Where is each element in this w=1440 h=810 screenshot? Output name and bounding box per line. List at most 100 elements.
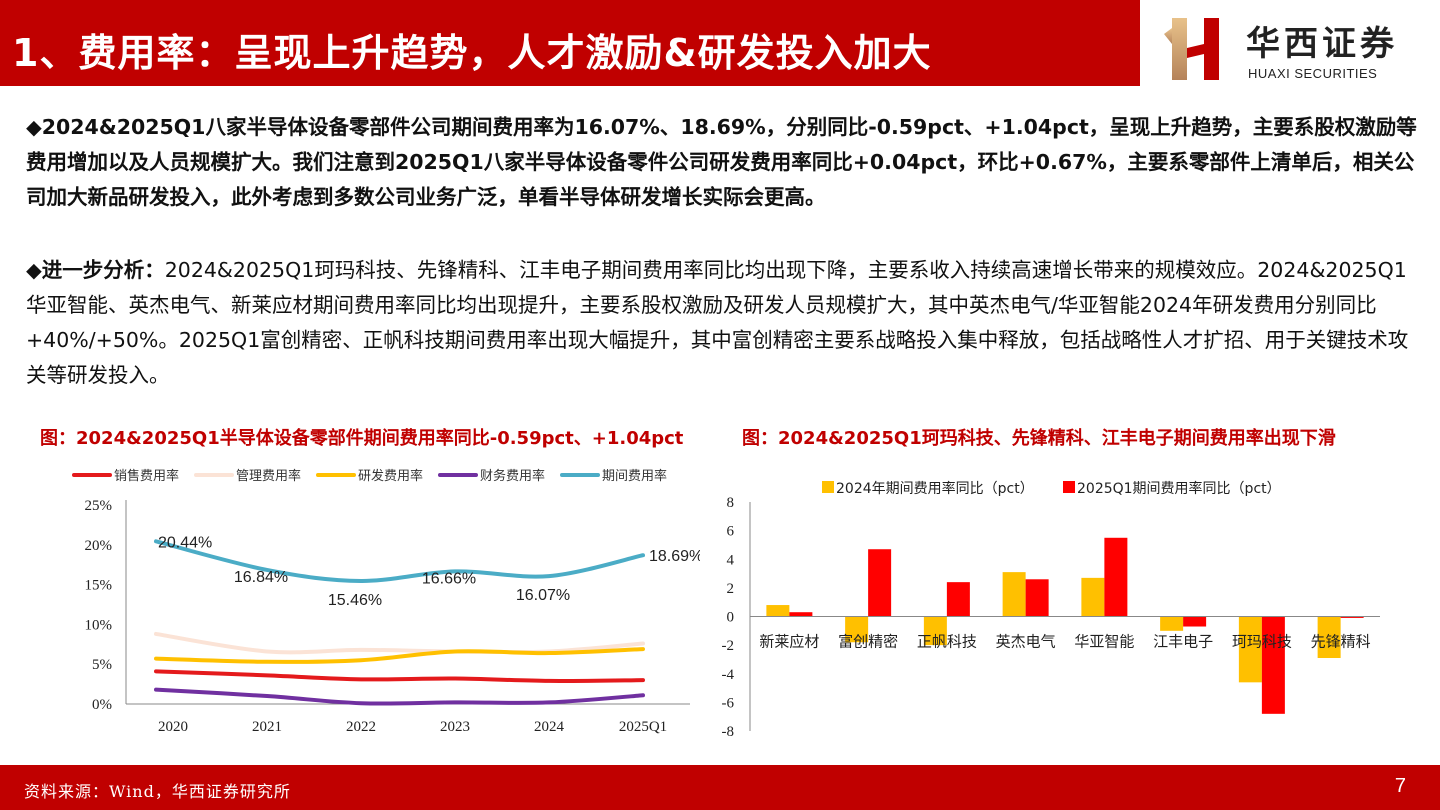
- x-tick-label: 2025Q1: [619, 719, 667, 735]
- y-tick-label: 0: [727, 610, 735, 626]
- data-point: [548, 652, 550, 654]
- y-tick-label: -6: [722, 695, 735, 711]
- data-point: [642, 648, 644, 650]
- data-point: [360, 580, 362, 582]
- data-point: [454, 678, 456, 680]
- y-tick-label: 8: [727, 495, 735, 511]
- x-tick-label: 富创精密: [838, 633, 898, 651]
- page-title: 1、费用率：呈现上升趋势，人才激励&研发投入加大: [12, 31, 932, 75]
- data-point: [548, 575, 550, 577]
- data-point: [360, 702, 362, 704]
- bar-1: [923, 616, 947, 646]
- page-number: 7: [1394, 775, 1406, 797]
- source-note: 资料来源：Wind，华西证券研究所: [24, 782, 291, 801]
- data-point: [548, 680, 550, 682]
- data-label: 15.46%: [328, 592, 382, 609]
- data-point: [454, 650, 456, 652]
- data-point: [548, 701, 550, 703]
- legend-label-4: 财务费用率: [480, 468, 545, 484]
- data-point: [642, 643, 644, 645]
- data-label: 16.07%: [516, 587, 570, 604]
- x-tick-label: 2020: [158, 719, 188, 735]
- bar-1: [1002, 572, 1026, 617]
- analysis-lead: ◆进一步分析：: [26, 258, 165, 282]
- expense-ratio-yoy-bar-chart: 2024年期间费用率同比（pct） 2025Q1期间费用率同比（pct） -8 -6 -…: [722, 480, 1380, 740]
- data-point: [454, 701, 456, 703]
- x-tick-label: 2021: [252, 719, 282, 735]
- series-line-2: [154, 631, 645, 655]
- x-tick-label: 2023: [440, 719, 470, 735]
- legend-swatch-1: [822, 481, 834, 493]
- analysis-body: 2024&2025Q1珂玛科技、先锋精科、江丰电子期间费用率同比均出现下降，主要…: [26, 258, 1409, 387]
- data-point: [155, 540, 157, 542]
- header-bar: 1、费用率：呈现上升趋势，人才激励&研发投入加大: [0, 0, 1140, 86]
- bar-1: [766, 605, 790, 617]
- y-tick-label: 5%: [92, 657, 112, 673]
- series-line-4: [154, 687, 645, 706]
- bar-2: [1183, 616, 1207, 627]
- series-line-1: [154, 669, 645, 683]
- data-point: [360, 678, 362, 680]
- y-tick-label: -8: [722, 724, 735, 740]
- bar-1: [1317, 616, 1341, 659]
- data-label: 16.66%: [422, 570, 476, 587]
- legend-label-1: 销售费用率: [114, 468, 179, 484]
- y-tick-label: 6: [727, 524, 735, 540]
- bar-1: [1238, 616, 1262, 683]
- x-tick-label: 江丰电子: [1153, 633, 1213, 651]
- legend-label-2: 管理费用率: [236, 468, 301, 484]
- data-point: [454, 570, 456, 572]
- expense-ratio-line-chart: 销售费用率 管理费用率 研发费用率 财务费用率 期间费用率 0% 5% 10% 15% 20% 25…: [72, 468, 700, 735]
- data-point: [642, 694, 644, 696]
- y-tick-label: 4: [727, 552, 735, 568]
- logo-english-name: HUAXI SECURITIES: [1248, 66, 1378, 81]
- y-tick-label: 2: [727, 581, 735, 597]
- y-tick-label: -4: [722, 667, 735, 683]
- data-point: [155, 633, 157, 635]
- y-tick-label: -2: [722, 638, 735, 654]
- summary-paragraph: ◆2024&2025Q1八家半导体设备零部件公司期间费用率为16.07%、18.…: [26, 115, 1417, 209]
- data-label: 18.69%: [649, 548, 700, 565]
- y-tick-label: 25%: [85, 498, 113, 514]
- huaxi-logo-icon: [1164, 18, 1219, 80]
- data-label: 20.44%: [158, 534, 212, 551]
- company-logo: 华西证券 HUAXI SECURITIES: [1160, 14, 1430, 84]
- legend-label-5: 期间费用率: [602, 468, 667, 484]
- legend-swatch-2: [1063, 481, 1075, 493]
- data-point: [360, 659, 362, 661]
- y-tick-label: 20%: [85, 538, 113, 554]
- bar-2: [1104, 537, 1128, 617]
- logo-chinese-name: 华西证券: [1246, 24, 1398, 64]
- data-label: 16.84%: [234, 569, 288, 586]
- x-tick-label: 先锋精科: [1311, 633, 1371, 651]
- x-tick-label: 正帆科技: [917, 633, 977, 651]
- data-point: [155, 689, 157, 691]
- data-point: [360, 649, 362, 651]
- bar-2: [1025, 579, 1049, 617]
- x-tick-label: 华亚智能: [1074, 633, 1134, 651]
- data-point: [642, 679, 644, 681]
- series-line-5: [154, 539, 645, 583]
- data-point: [266, 674, 268, 676]
- bar-2: [946, 582, 970, 617]
- x-tick-label: 2022: [346, 719, 376, 735]
- data-point: [155, 658, 157, 660]
- bar-2: [1340, 616, 1364, 618]
- bar-2: [1261, 616, 1285, 714]
- y-tick-label: 0%: [92, 697, 112, 713]
- data-point: [155, 670, 157, 672]
- data-point: [266, 650, 268, 652]
- bar-2: [868, 549, 892, 617]
- footer-bar: 资料来源：Wind，华西证券研究所 7: [0, 765, 1440, 810]
- y-tick-label: 15%: [85, 578, 113, 594]
- bar-1: [845, 616, 869, 643]
- legend-label-1: 2024年期间费用率同比（pct）: [836, 480, 1034, 497]
- x-tick-label: 珂玛科技: [1232, 633, 1292, 651]
- right-figure-caption: 图：2024&2025Q1珂玛科技、先锋精科、江丰电子期间费用率出现下滑: [742, 428, 1336, 449]
- x-tick-label: 英杰电气: [996, 633, 1056, 651]
- bar-2: [789, 612, 813, 617]
- y-tick-label: 10%: [85, 617, 113, 633]
- analysis-paragraph: ◆进一步分析：2024&2025Q1珂玛科技、先锋精科、江丰电子期间费用率同比均…: [26, 253, 1426, 393]
- data-point: [266, 695, 268, 697]
- left-figure-caption: 图：2024&2025Q1半导体设备零部件期间费用率同比-0.59pct、+1.…: [40, 428, 684, 449]
